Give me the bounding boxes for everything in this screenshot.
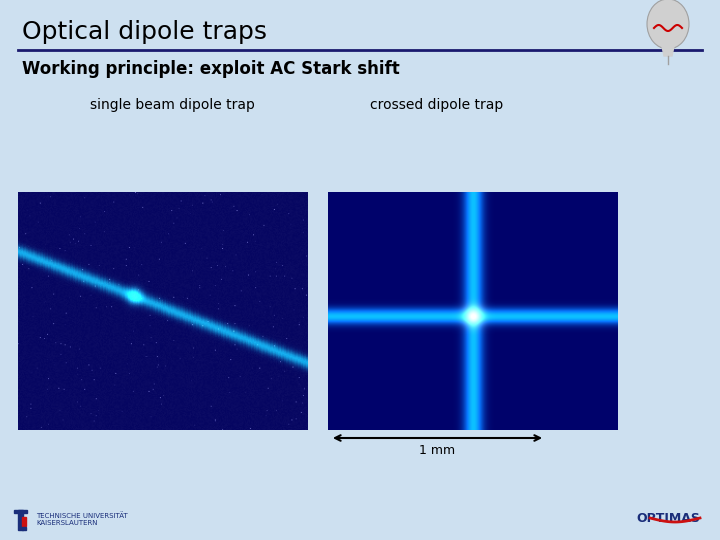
Text: single beam dipole trap: single beam dipole trap: [90, 98, 255, 112]
Polygon shape: [662, 46, 674, 56]
Text: Working principle: exploit AC Stark shift: Working principle: exploit AC Stark shif…: [22, 60, 400, 78]
Bar: [22, 527, 26, 530]
Bar: [14, 510, 27, 513]
Bar: [18, 510, 23, 530]
Bar: [22, 517, 26, 526]
Text: OPTIMAS: OPTIMAS: [636, 512, 700, 525]
Text: 1 mm: 1 mm: [420, 444, 456, 457]
Ellipse shape: [647, 0, 689, 49]
Text: TECHNISCHE UNIVERSITÄT
KAISERSLAUTERN: TECHNISCHE UNIVERSITÄT KAISERSLAUTERN: [36, 512, 127, 526]
Text: crossed dipole trap: crossed dipole trap: [370, 98, 503, 112]
Text: Optical dipole traps: Optical dipole traps: [22, 20, 267, 44]
